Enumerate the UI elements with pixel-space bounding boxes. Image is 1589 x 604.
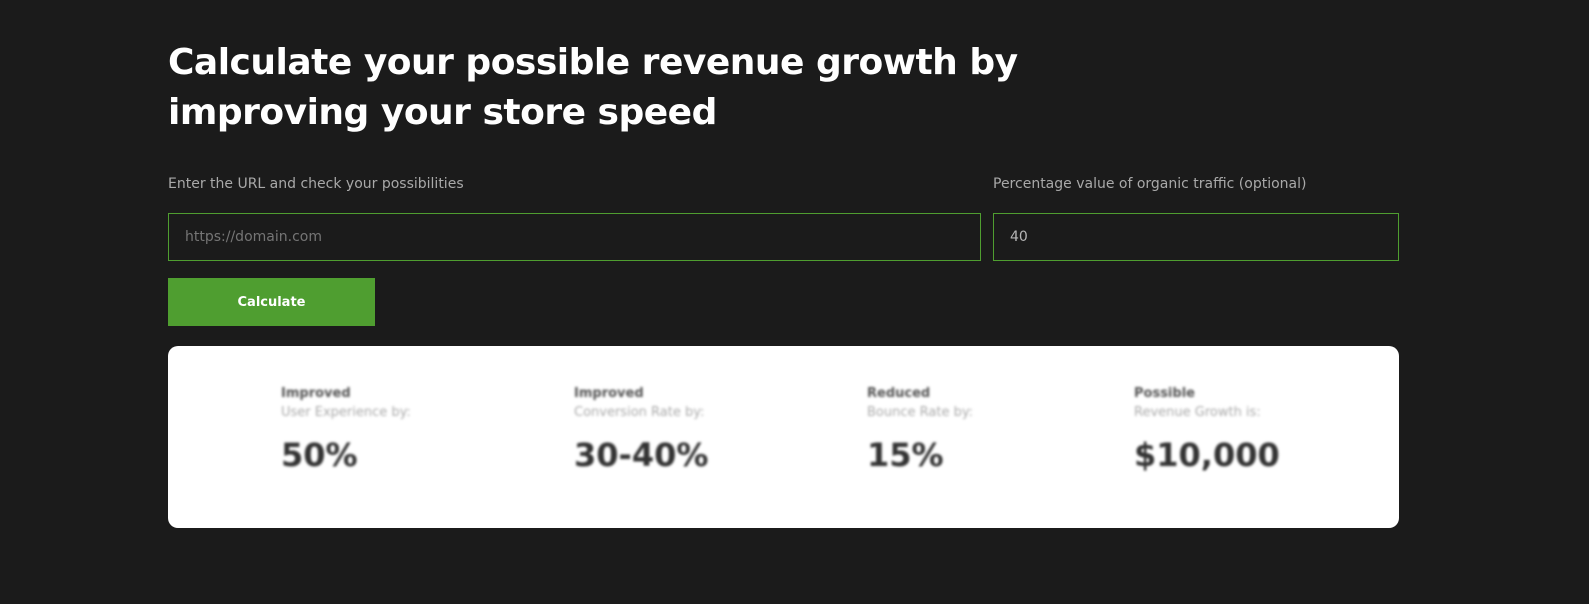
stat-heading: Improved <box>281 386 351 401</box>
results-card: Improved User Experience by: 50% Improve… <box>168 346 1399 528</box>
stat-value: 30-40% <box>574 436 709 474</box>
stat-subheading: Revenue Growth is: <box>1134 405 1261 420</box>
stat-heading: Reduced <box>867 386 931 401</box>
stat-subheading: User Experience by: <box>281 405 411 420</box>
page-title: Calculate your possible revenue growth b… <box>168 42 1018 133</box>
stat-value: 50% <box>281 436 358 474</box>
stat-subheading: Conversion Rate by: <box>574 405 705 420</box>
stat-heading: Possible <box>1134 386 1195 401</box>
stat-value: $10,000 <box>1134 436 1280 474</box>
stat-bounce-rate: Reduced Bounce Rate by: 15% <box>867 386 973 474</box>
stat-user-experience: Improved User Experience by: 50% <box>281 386 411 474</box>
url-input[interactable] <box>168 213 981 261</box>
traffic-label: Percentage value of organic traffic (opt… <box>993 176 1307 192</box>
stat-heading: Improved <box>574 386 644 401</box>
stat-conversion-rate: Improved Conversion Rate by: 30-40% <box>574 386 708 474</box>
calculate-button[interactable]: Calculate <box>168 278 375 326</box>
stat-value: 15% <box>867 436 944 474</box>
traffic-input[interactable] <box>993 213 1399 261</box>
stat-subheading: Bounce Rate by: <box>867 405 973 420</box>
url-label: Enter the URL and check your possibiliti… <box>168 176 464 192</box>
stat-revenue-growth: Possible Revenue Growth is: $10,000 <box>1134 386 1280 474</box>
